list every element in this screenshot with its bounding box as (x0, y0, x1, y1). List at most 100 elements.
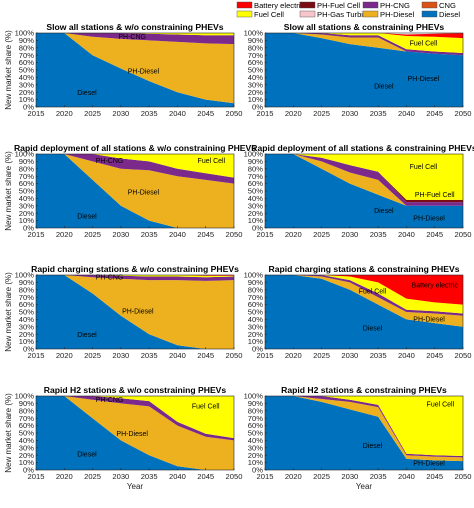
x-tick-label: 2015 (257, 230, 274, 239)
y-tick-label: 70% (19, 51, 34, 60)
x-tick-label: 2050 (455, 230, 472, 239)
y-tick-label: 10% (248, 95, 263, 104)
y-tick-label: 70% (248, 414, 263, 423)
y-tick-label: 90% (248, 36, 263, 45)
legend-swatch-ph-fuel-cell (299, 1, 316, 9)
area-diesel (265, 154, 463, 228)
x-tick-label: 2030 (341, 351, 358, 360)
x-tick-label: 2025 (313, 109, 330, 118)
x-tick-label: 2025 (313, 472, 330, 481)
area-ph-diesel (265, 33, 463, 56)
legend: Battery electric PH-Fuel Cell PH-CNG CNG Fue… (0, 0, 474, 20)
annotation-diesel: Diesel (77, 452, 97, 459)
annotation-ph-cng: PH-CNG (96, 274, 124, 281)
y-tick-label: 60% (248, 421, 263, 430)
x-tick-label: 2040 (169, 472, 186, 481)
y-tick-label: 40% (248, 73, 263, 82)
area-ph-diesel (36, 33, 234, 104)
x-axis-label: Year (127, 482, 144, 491)
area-fuel-cell (265, 275, 463, 314)
area-ph-diesel (265, 154, 463, 206)
chart-panel-6: 2015 2020 2025 2030 2035 2040 2045 2050 0%10%20%… (244, 264, 472, 360)
x-tick-label: 2040 (398, 109, 415, 118)
x-tick-label: 2040 (398, 472, 415, 481)
area-diesel (265, 33, 463, 107)
annotation-fuel-cell: Fuel Cell (192, 404, 220, 411)
annotation-fuel-cell: Fuel Cell (410, 41, 438, 48)
y-tick-label: 70% (19, 414, 34, 423)
area-diesel (36, 275, 234, 349)
x-tick-label: 2030 (341, 230, 358, 239)
legend-swatch-diesel (421, 10, 438, 18)
y-tick-label: 20% (248, 330, 263, 339)
annotation-ph-diesel: PH-Diesel (408, 76, 440, 83)
y-tick-label: 0% (252, 103, 263, 112)
y-tick-label: 60% (19, 58, 34, 67)
x-tick-label: 2025 (84, 230, 101, 239)
annotation-diesel: Diesel (374, 208, 394, 215)
annotation-diesel: Diesel (363, 443, 383, 450)
y-tick-label: 80% (19, 43, 34, 52)
x-tick-label: 2025 (84, 472, 101, 481)
area-ph-diesel (36, 154, 234, 228)
legend-label-ph-cng: PH-CNG (380, 1, 410, 10)
area-fuel-cell (36, 154, 234, 178)
x-tick-label: 2035 (141, 472, 158, 481)
y-tick-label: 10% (248, 216, 263, 225)
y-tick-label: 80% (248, 406, 263, 415)
y-tick-label: 70% (248, 293, 263, 302)
y-axis-label: New market share (%) (4, 272, 13, 352)
legend-swatch-fuel-cell (236, 10, 253, 18)
area-fuel-cell (36, 396, 234, 439)
area-fuel-cell (265, 33, 463, 53)
x-tick-label: 2045 (426, 230, 443, 239)
y-tick-label: 100% (244, 392, 264, 401)
x-tick-label: 2050 (226, 351, 243, 360)
y-tick-label: 30% (248, 443, 263, 452)
y-tick-label: 90% (19, 278, 34, 287)
legend-label-cng: CNG (439, 1, 456, 10)
y-tick-label: 50% (248, 429, 263, 438)
y-axis-label: New market share (%) (4, 30, 13, 110)
y-tick-label: 30% (19, 322, 34, 331)
y-tick-label: 60% (19, 179, 34, 188)
y-tick-label: 90% (19, 399, 34, 408)
y-tick-label: 0% (23, 466, 34, 475)
chart-title: Rapid H2 stations & constraining PHEVs (281, 385, 447, 395)
y-tick-label: 100% (15, 150, 35, 159)
y-tick-label: 10% (19, 458, 34, 467)
y-tick-label: 60% (248, 179, 263, 188)
legend-swatch-ph-cng (362, 1, 379, 9)
y-tick-label: 50% (248, 187, 263, 196)
y-tick-label: 80% (19, 406, 34, 415)
y-tick-label: 80% (248, 164, 263, 173)
y-tick-label: 20% (19, 451, 34, 460)
y-tick-label: 40% (19, 436, 34, 445)
annotation-ph-fuel-cell: PH-Fuel Cell (415, 192, 455, 199)
area-diesel (36, 33, 234, 107)
chart-panel-5: 2015 2020 2025 2030 2035 2040 2045 2050 0%10%20%… (4, 264, 242, 360)
y-tick-label: 80% (19, 285, 34, 294)
y-tick-label: 70% (248, 51, 263, 60)
annotation-ph-diesel: PH-Diesel (128, 190, 160, 197)
y-tick-label: 0% (23, 224, 34, 233)
x-tick-label: 2025 (84, 109, 101, 118)
area-ph-diesel (36, 396, 234, 470)
x-tick-label: 2045 (197, 230, 214, 239)
y-tick-label: 90% (248, 157, 263, 166)
annotation-fuel-cell: Fuel Cell (198, 158, 226, 165)
y-tick-label: 30% (19, 201, 34, 210)
y-tick-label: 70% (248, 172, 263, 181)
legend-item-ph-fuel-cell: PH-Fuel Cell (299, 1, 360, 10)
y-axis-label: New market share (%) (4, 393, 13, 473)
x-tick-label: 2025 (313, 230, 330, 239)
x-tick-label: 2050 (226, 109, 243, 118)
x-tick-label: 2015 (28, 230, 45, 239)
y-tick-label: 100% (244, 29, 264, 38)
area-ph-diesel (265, 275, 463, 327)
chart-title: Rapid charging stations & constraining P… (268, 264, 459, 274)
legend-item-cng: CNG (421, 1, 456, 10)
x-tick-label: 2045 (197, 109, 214, 118)
area-fuel-cell (265, 396, 463, 456)
